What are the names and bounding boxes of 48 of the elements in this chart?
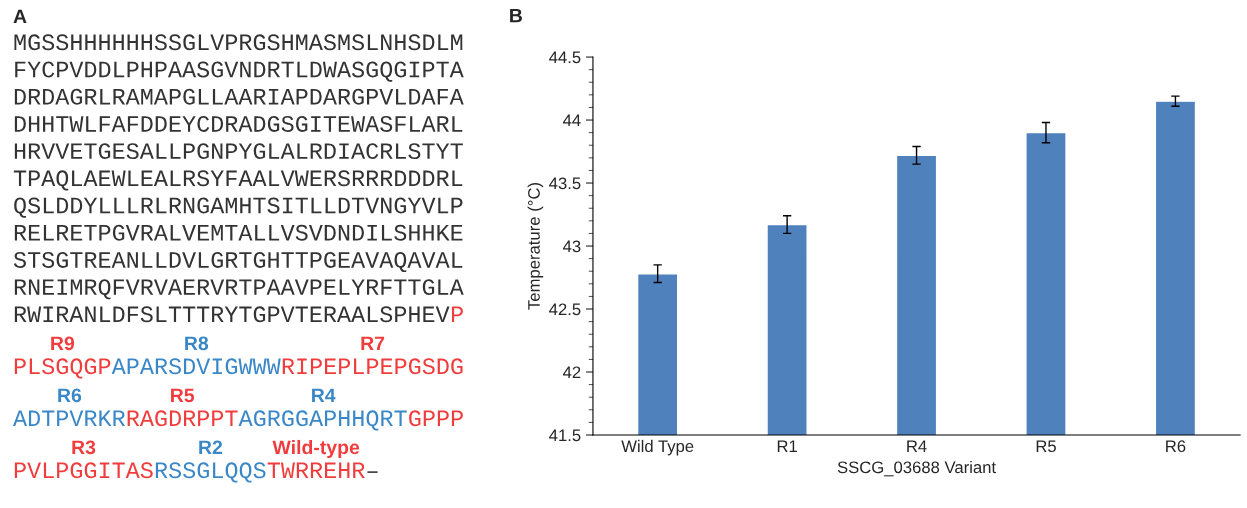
text: DRDAGRLRAMAPGLLAARIAPDARGPVLDAFA [14, 88, 464, 105]
y-tick-label: 44.5 [549, 51, 581, 64]
text: HRVVETGESALLPGNPYGLALRDIACRLSTYT [14, 143, 463, 160]
category-label: R4 [312, 388, 336, 403]
category-label: R3 [72, 440, 96, 455]
category-label: R5 [171, 388, 195, 403]
text: A [13, 9, 27, 24]
text: ADTPVRKR [13, 410, 126, 427]
x-tick-label: Wild Type [621, 439, 694, 456]
x-tick-label: R1 [777, 440, 797, 452]
text: QSLDDYLLLRLRNGAMHTSITLLDTVNGYVLP [14, 197, 463, 218]
text: RSSGLQQS [155, 462, 266, 483]
text: TWRREHR [267, 462, 365, 479]
text: DHHTWLFAFDDEYCDRADGSGITEWASFLARL [14, 115, 463, 132]
x-axis-title: SSCG_03688 Variant [837, 460, 996, 477]
y-tick-label: 43.5 [549, 177, 581, 190]
text: FYCPVDDLPHPAASGVNDRTLDWASGQGIPTA [15, 61, 464, 82]
text: P [451, 306, 463, 323]
text: RNEIMRQFVRVAERVRTPAAVPELYRFTTGLA [14, 279, 464, 300]
category-label: Wild-type [272, 439, 360, 459]
text: PLSGQGP [14, 358, 111, 379]
category-label: R7 [361, 336, 385, 351]
x-tick-label: R4 [907, 440, 927, 452]
x-tick-label: R5 [1036, 440, 1056, 453]
text: MGSSHHHHHHSSGLVPRGSHMASMSLNHSDLM [14, 34, 463, 51]
text: RAGDRPPT [127, 410, 238, 427]
y-tick-label: 44 [562, 114, 581, 127]
y-tick-label: 42 [562, 366, 581, 379]
text: RIPEPLPEPGSDG [282, 358, 463, 375]
text: TPAQLAEWLEALRSYFAALVWERSRRRDDDRL [13, 170, 463, 191]
text: APARSDVIGWWW [111, 358, 281, 375]
y-axis-title: Temperature (°C) [527, 183, 544, 310]
x-tick-label: R6 [1166, 440, 1186, 453]
category-label: R6 [58, 388, 82, 403]
text: PVLPGGITAS [14, 462, 153, 479]
category-label: R9 [51, 336, 75, 351]
text: RWIRANLDFSLTTTRYTGPVTERAALSPHEV [14, 306, 450, 323]
text: RELRETPGVRALVEMTALLVSVDNDILSHHKE [14, 224, 463, 241]
y-tick-label: 42.5 [549, 303, 581, 316]
category-label: R8 [185, 336, 209, 351]
category-label: R2 [199, 440, 223, 455]
y-tick-label: 43 [562, 240, 581, 253]
chart-title: B [510, 8, 522, 23]
text: GPPP [409, 410, 463, 427]
text: AGRGGAPHHQRT [238, 410, 407, 431]
text: STSGTREANLLDVLGRTGHTTPGEAVAQAVAL [13, 251, 463, 273]
text: – [367, 471, 378, 473]
y-tick-label: 41.5 [549, 429, 581, 442]
